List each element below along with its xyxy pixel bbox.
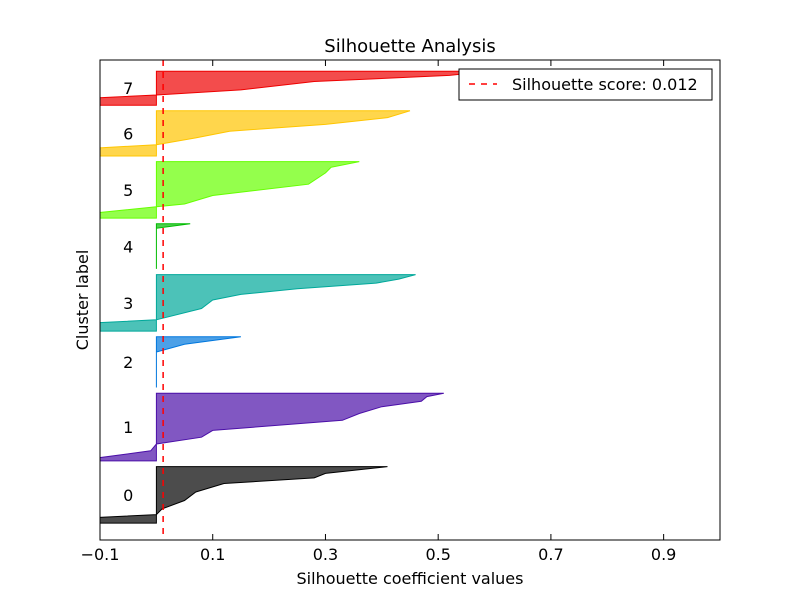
x-tick-label: 0.3 — [313, 545, 338, 564]
cluster-3-label: 3 — [123, 294, 133, 313]
x-tick-label: 0.7 — [538, 545, 563, 564]
cluster-2-silhouette — [155, 336, 241, 388]
legend: Silhouette score: 0.012 — [458, 68, 713, 101]
plot-layer: 0 1 2 3 4 5 6 7 — [99, 60, 489, 540]
cluster-1-label: 1 — [123, 418, 133, 437]
axis-layer: −0.1 0.1 0.3 0.5 0.7 0.9 — [81, 60, 676, 564]
x-axis-label: Silhouette coefficient values — [297, 569, 524, 588]
x-tick-label: 0.9 — [651, 545, 676, 564]
cluster-7-label: 7 — [123, 79, 133, 98]
legend-entry-score: Silhouette score: 0.012 — [512, 75, 698, 94]
y-axis-label: Cluster label — [73, 250, 92, 351]
x-tick-label: 0.5 — [425, 545, 450, 564]
x-tick-label: −0.1 — [81, 545, 120, 564]
legend-box — [458, 68, 713, 101]
cluster-2-label: 2 — [123, 353, 133, 372]
cluster-6-label: 6 — [123, 124, 133, 143]
plot-frame — [99, 59, 721, 541]
cluster-6-silhouette — [99, 110, 411, 157]
x-tick-label: 0.1 — [200, 545, 225, 564]
cluster-4-label: 4 — [123, 237, 133, 256]
cluster-0-label: 0 — [123, 486, 133, 505]
cluster-4-silhouette — [155, 223, 191, 269]
cluster-5-label: 5 — [123, 181, 133, 200]
cluster-5-silhouette — [99, 161, 360, 219]
chart-title: Silhouette Analysis — [324, 36, 495, 57]
